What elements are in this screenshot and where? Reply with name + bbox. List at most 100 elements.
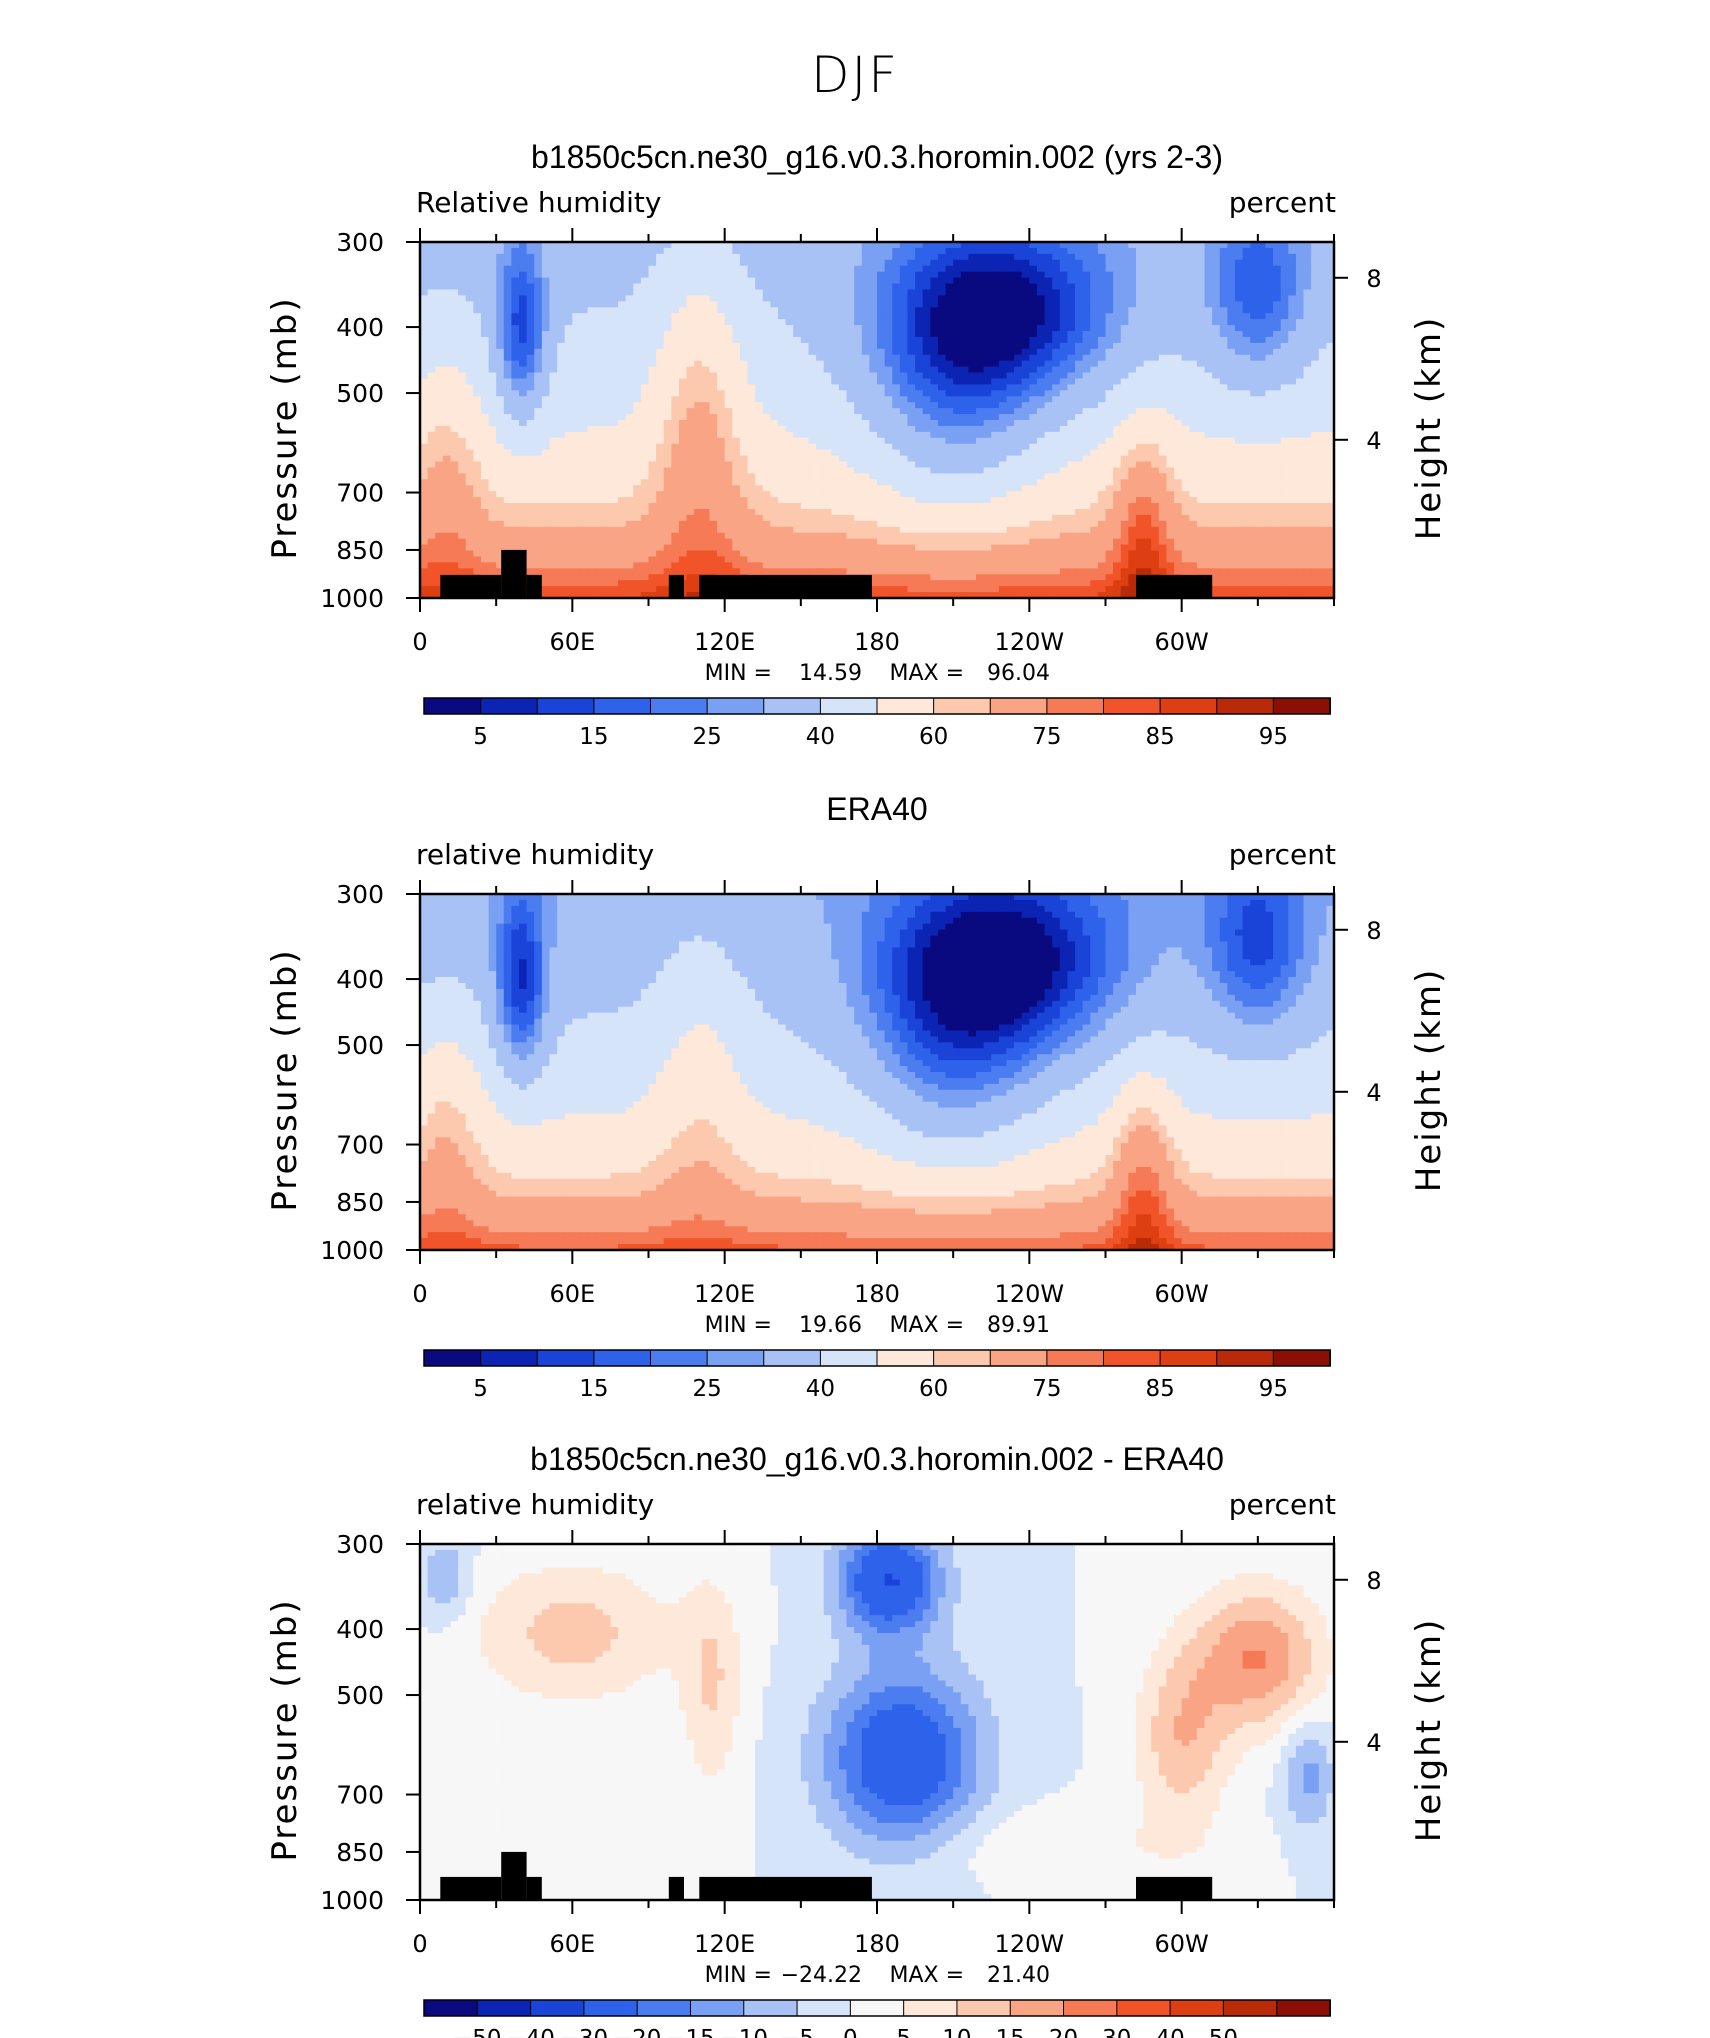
contour-cell: [930, 301, 939, 308]
contour-cell: [458, 259, 467, 267]
contour-cell: [854, 402, 863, 409]
contour-cell: [998, 253, 1008, 261]
contour-cell: [618, 437, 627, 445]
contour-cell: [602, 485, 612, 492]
contour-cell: [998, 366, 1008, 374]
contour-cell: [717, 479, 726, 486]
contour-cell: [1318, 437, 1327, 445]
contour-cell: [930, 390, 939, 397]
contour-cell: [458, 372, 467, 380]
contour-cell: [1120, 277, 1129, 285]
contour-cell: [869, 295, 878, 302]
contour-cell: [1082, 378, 1091, 385]
contour-cell: [800, 467, 810, 474]
contour-cell: [945, 449, 954, 457]
contour-cell: [1227, 455, 1236, 463]
contour-cell: [442, 485, 452, 492]
contour-cell: [1044, 307, 1053, 314]
contour-cell: [1318, 390, 1327, 397]
contour-cell: [427, 420, 436, 427]
contour-cell: [930, 360, 939, 368]
contour-cell: [557, 473, 566, 480]
contour-cell: [579, 325, 589, 332]
contour-cell: [1181, 301, 1190, 308]
contour-cell: [1318, 408, 1327, 415]
contour-cell: [1090, 313, 1099, 320]
contour-cell: [473, 360, 482, 368]
contour-cell: [511, 443, 520, 451]
contour-cell: [420, 420, 429, 427]
contour-cell: [648, 402, 657, 409]
contour-cell: [861, 265, 870, 273]
contour-cell: [618, 360, 627, 368]
contour-cell: [854, 319, 863, 326]
contour-cell: [1082, 455, 1091, 463]
contour-cell: [838, 301, 848, 308]
contour-cell: [1021, 289, 1030, 296]
contour-cell: [663, 461, 672, 469]
contour-cell: [915, 437, 924, 445]
contour-cell: [915, 313, 924, 320]
contour-cell: [922, 396, 931, 403]
contour-cell: [899, 425, 909, 433]
contour-cell: [496, 420, 505, 427]
contour-cell: [1059, 336, 1069, 344]
contour-cell: [1113, 295, 1122, 302]
contour-cell: [968, 307, 977, 314]
contour-cell: [793, 479, 802, 486]
contour-cell: [854, 384, 863, 391]
contour-cell: [1242, 295, 1251, 302]
contour-cell: [1189, 408, 1198, 415]
contour-cell: [1120, 378, 1129, 385]
contour-cell: [976, 396, 985, 403]
contour-cell: [732, 360, 741, 368]
contour-cell: [602, 277, 612, 285]
contour-cell: [541, 313, 551, 320]
contour-cell: [1303, 259, 1312, 267]
contour-cell: [976, 253, 985, 261]
contour-cell: [922, 378, 931, 385]
contour-cell: [458, 467, 467, 474]
contour-cell: [648, 354, 657, 362]
contour-cell: [1075, 402, 1084, 409]
contour-cell: [877, 313, 886, 320]
contour-cell: [602, 331, 612, 338]
contour-cell: [1090, 384, 1099, 391]
contour-cell: [1151, 431, 1160, 439]
contour-cell: [1021, 277, 1030, 285]
contour-cell: [1166, 360, 1175, 368]
contour-cell: [907, 390, 916, 397]
contour-cell: [1143, 342, 1152, 350]
contour-cell: [1090, 348, 1099, 356]
contour-cell: [1257, 289, 1267, 296]
contour-cell: [671, 437, 680, 445]
contour-cell: [1052, 431, 1061, 439]
contour-cell: [1250, 277, 1259, 285]
contour-cell: [1280, 331, 1289, 338]
contour-cell: [823, 348, 832, 356]
contour-cell: [648, 271, 657, 279]
contour-cell: [922, 431, 931, 439]
contour-cell: [1311, 360, 1320, 368]
contour-cell: [861, 461, 870, 469]
contour-cell: [732, 366, 741, 374]
contour-cell: [595, 414, 604, 421]
contour-cell: [1151, 425, 1160, 433]
contour-cell: [656, 253, 665, 261]
contour-cell: [1128, 372, 1137, 380]
contour-cell: [625, 336, 634, 344]
contour-cell: [785, 437, 794, 445]
contour-cell: [701, 485, 711, 492]
contour-cell: [1265, 473, 1274, 480]
contour-cell: [1288, 307, 1297, 314]
contour-cell: [618, 271, 627, 279]
contour-cell: [1280, 253, 1289, 261]
contour-cell: [1014, 372, 1023, 380]
contour-cell: [1036, 414, 1046, 421]
contour-cell: [785, 443, 794, 451]
contour-cell: [1029, 366, 1038, 374]
contour-cell: [1029, 402, 1038, 409]
contour-cell: [762, 295, 771, 302]
contour-cell: [519, 247, 528, 255]
contour-cell: [648, 378, 657, 385]
